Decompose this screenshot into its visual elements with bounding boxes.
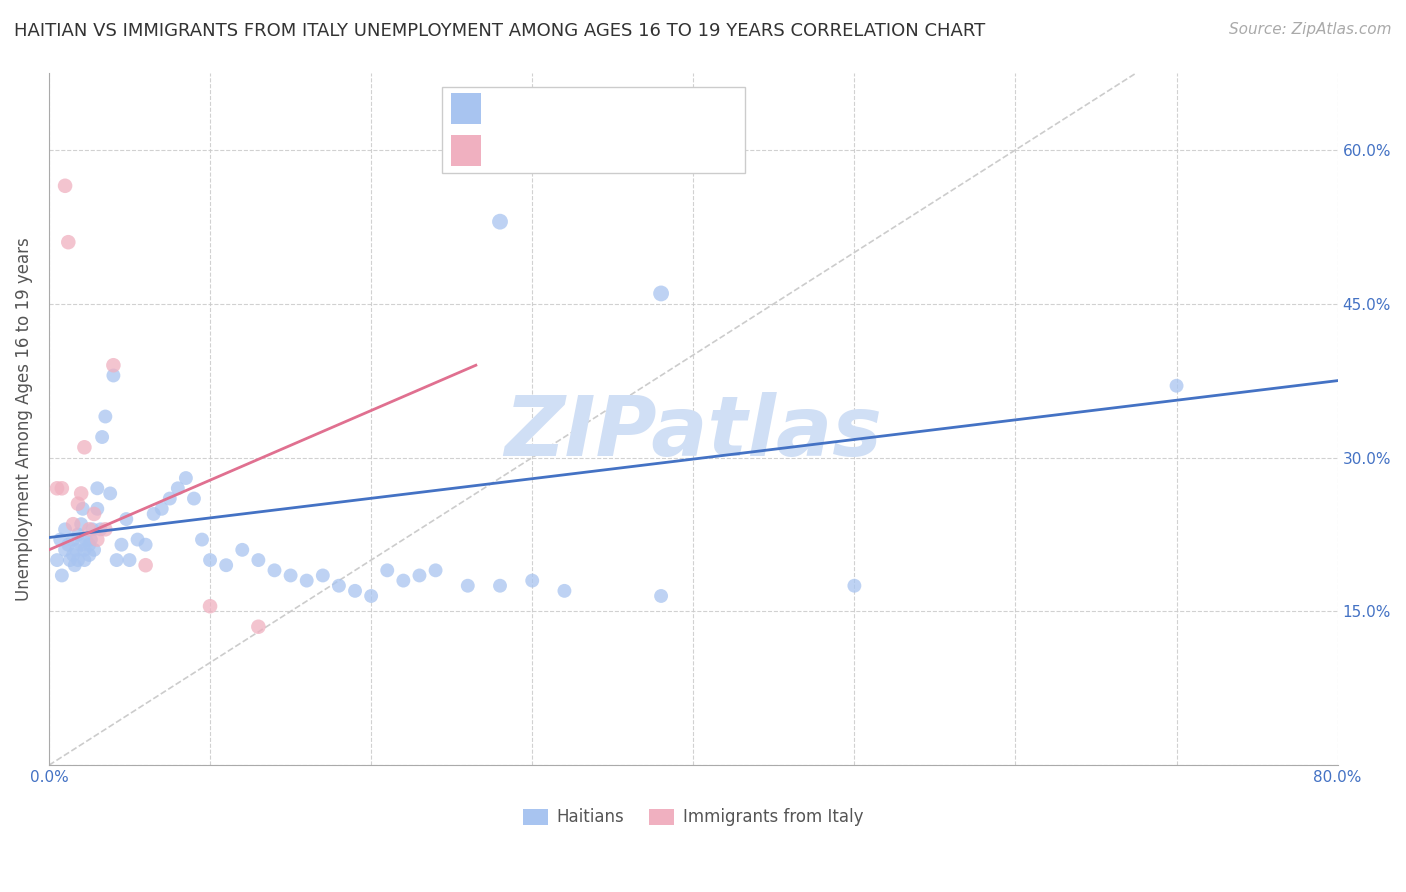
Point bbox=[650, 286, 672, 301]
Point bbox=[94, 409, 117, 424]
Point bbox=[344, 583, 367, 598]
Point bbox=[86, 533, 108, 547]
Point bbox=[159, 491, 181, 506]
Point bbox=[263, 563, 285, 577]
Text: ZIPatlas: ZIPatlas bbox=[505, 392, 882, 474]
Point bbox=[86, 501, 108, 516]
Point bbox=[70, 538, 93, 552]
Point bbox=[135, 538, 157, 552]
Point bbox=[77, 538, 100, 552]
Point bbox=[91, 430, 114, 444]
Point bbox=[70, 486, 93, 500]
Point bbox=[83, 542, 105, 557]
Point bbox=[77, 522, 100, 536]
Point bbox=[127, 533, 149, 547]
Point bbox=[375, 563, 398, 577]
Point bbox=[59, 553, 82, 567]
Point bbox=[89, 522, 111, 536]
Point bbox=[312, 568, 335, 582]
Point bbox=[62, 517, 84, 532]
Point bbox=[98, 486, 121, 500]
Point bbox=[58, 235, 80, 250]
Point bbox=[72, 501, 94, 516]
Point bbox=[247, 553, 270, 567]
Point bbox=[53, 178, 76, 193]
Point bbox=[62, 548, 84, 562]
Point bbox=[73, 542, 96, 557]
Point bbox=[328, 579, 350, 593]
Point bbox=[58, 538, 80, 552]
Point bbox=[46, 553, 69, 567]
Point bbox=[280, 568, 302, 582]
Point bbox=[70, 517, 93, 532]
Point bbox=[51, 481, 73, 495]
Point bbox=[110, 538, 132, 552]
Point bbox=[65, 542, 87, 557]
Point bbox=[247, 620, 270, 634]
Point bbox=[392, 574, 415, 588]
Point bbox=[73, 440, 96, 454]
Point bbox=[142, 507, 165, 521]
Point bbox=[844, 579, 866, 593]
Point bbox=[86, 481, 108, 495]
Point bbox=[66, 553, 89, 567]
Point bbox=[425, 563, 447, 577]
Point bbox=[103, 368, 125, 383]
Text: HAITIAN VS IMMIGRANTS FROM ITALY UNEMPLOYMENT AMONG AGES 16 TO 19 YEARS CORRELAT: HAITIAN VS IMMIGRANTS FROM ITALY UNEMPLO… bbox=[14, 22, 986, 40]
Point bbox=[63, 558, 86, 573]
Point bbox=[489, 579, 512, 593]
Point bbox=[75, 533, 97, 547]
Point bbox=[73, 553, 96, 567]
Y-axis label: Unemployment Among Ages 16 to 19 years: Unemployment Among Ages 16 to 19 years bbox=[15, 237, 32, 601]
Point bbox=[103, 358, 125, 372]
Point bbox=[183, 491, 205, 506]
Point bbox=[80, 533, 103, 547]
Point bbox=[650, 589, 672, 603]
Point bbox=[295, 574, 318, 588]
Point bbox=[94, 522, 117, 536]
Point bbox=[115, 512, 138, 526]
Point bbox=[77, 548, 100, 562]
Point bbox=[489, 215, 512, 229]
Point bbox=[62, 533, 84, 547]
Point bbox=[166, 481, 188, 495]
Point bbox=[53, 542, 76, 557]
Point bbox=[360, 589, 382, 603]
Point bbox=[51, 568, 73, 582]
Point bbox=[66, 497, 89, 511]
Point bbox=[553, 583, 575, 598]
Point bbox=[135, 558, 157, 573]
Point bbox=[150, 501, 173, 516]
Point bbox=[66, 527, 89, 541]
Point bbox=[49, 533, 72, 547]
Point bbox=[82, 522, 104, 536]
Point bbox=[191, 533, 214, 547]
Legend: Haitians, Immigrants from Italy: Haitians, Immigrants from Italy bbox=[516, 802, 870, 833]
Point bbox=[408, 568, 430, 582]
Point bbox=[522, 574, 544, 588]
Point bbox=[53, 522, 76, 536]
Point bbox=[457, 579, 479, 593]
Text: Source: ZipAtlas.com: Source: ZipAtlas.com bbox=[1229, 22, 1392, 37]
Point bbox=[1166, 378, 1188, 392]
Point bbox=[231, 542, 253, 557]
Point bbox=[118, 553, 141, 567]
Point bbox=[198, 553, 221, 567]
Point bbox=[46, 481, 69, 495]
Point bbox=[198, 599, 221, 614]
Point bbox=[174, 471, 197, 485]
Point bbox=[215, 558, 238, 573]
Point bbox=[83, 507, 105, 521]
Point bbox=[105, 553, 128, 567]
